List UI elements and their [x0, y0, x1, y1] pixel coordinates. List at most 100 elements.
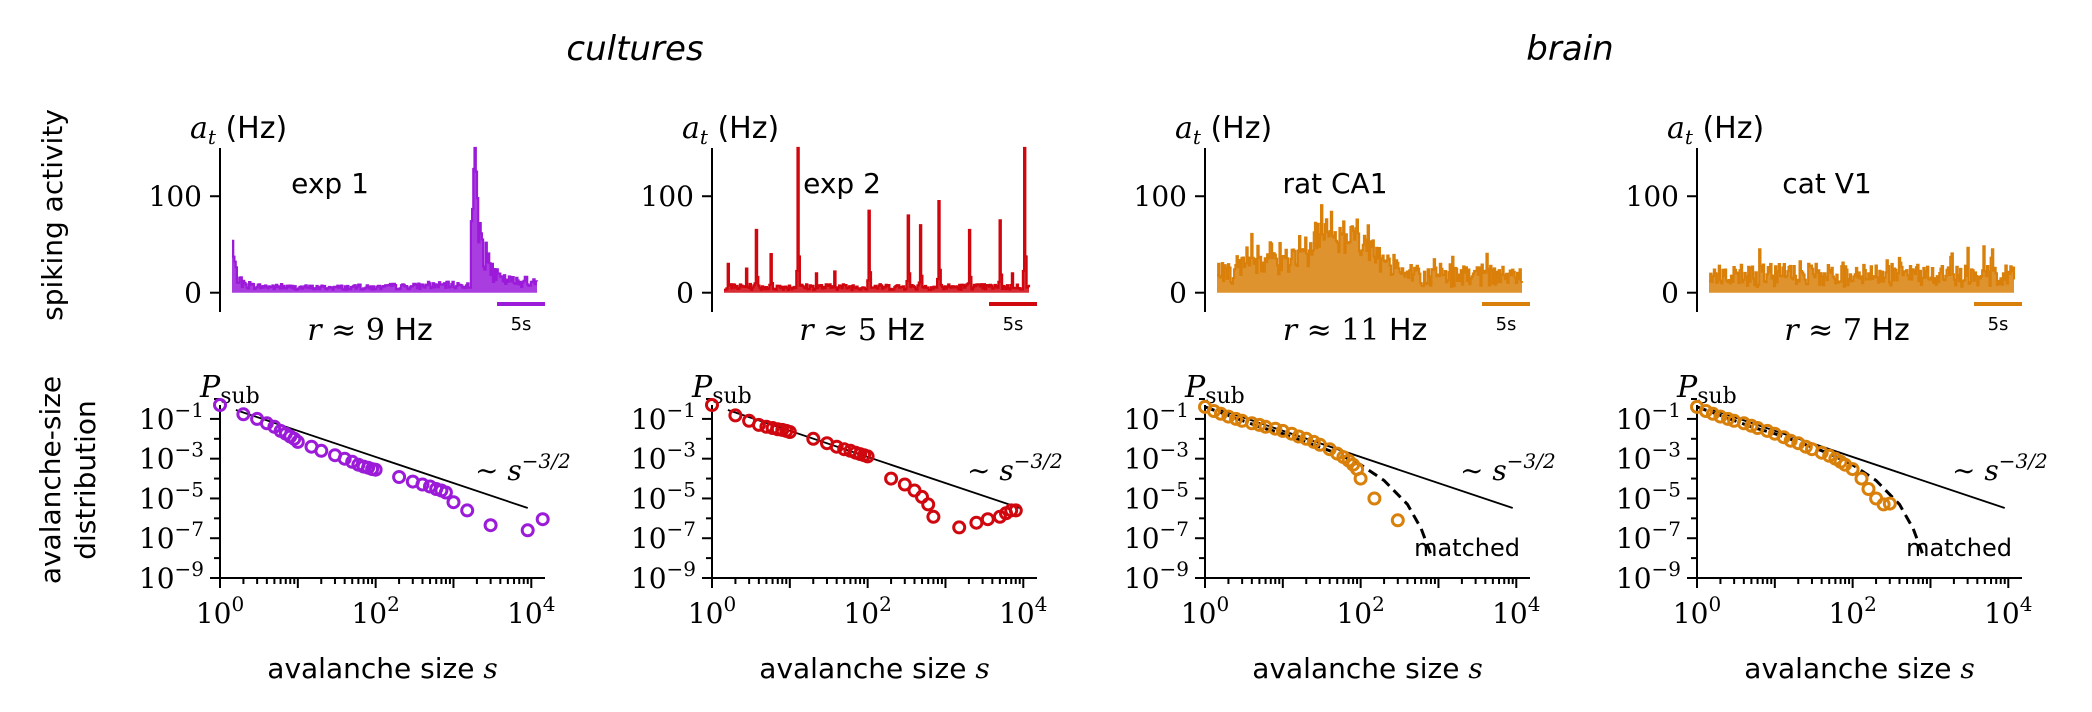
y-tick-label: 100	[149, 180, 202, 213]
label-unit: (Hz)	[216, 111, 287, 146]
label-unit: (Hz)	[708, 111, 779, 146]
scale-bar-label: 5s	[1003, 314, 1024, 335]
data-point	[483, 518, 498, 533]
data-point	[952, 520, 967, 535]
data-point	[1004, 503, 1019, 518]
tick-exp: 4	[543, 592, 556, 616]
matched-curve	[1696, 405, 1925, 556]
x-tick-label: 100	[1181, 592, 1229, 630]
tick-exp: −7	[175, 517, 204, 541]
data-point	[1760, 423, 1775, 438]
x-tick-label: 104	[507, 592, 555, 630]
data-point	[213, 398, 227, 412]
y-axis-label: at (Hz)	[1667, 111, 1764, 149]
tick-exp: −9	[175, 557, 204, 581]
data-point	[829, 439, 844, 454]
tick-exp: −9	[1652, 557, 1681, 581]
y-axis-label: Psub	[1184, 370, 1245, 409]
activity-trace	[232, 146, 539, 291]
label-text: avalanche size	[267, 652, 483, 685]
panel-title: exp 2	[803, 167, 881, 200]
matched-curve	[1204, 405, 1433, 556]
label-symbol: P	[1676, 370, 1698, 405]
x-tick-label: 102	[1828, 592, 1876, 630]
y-tick-label: 10−3	[1124, 438, 1189, 476]
y-tick-label: 0	[184, 277, 202, 310]
data-point	[921, 497, 936, 512]
y-tick-label: 10−5	[1124, 477, 1189, 515]
tick-base: 10	[351, 597, 387, 630]
label-symbol: P	[199, 370, 221, 405]
tick-exp: −3	[667, 438, 696, 462]
y-axis-label: Psub	[199, 370, 260, 409]
label-symbol: s	[1960, 652, 1974, 685]
rate-symbol: r	[1283, 313, 1299, 348]
y-tick-label: 10−9	[631, 557, 696, 595]
y-tick-label: 0	[1169, 277, 1187, 310]
data-point	[1221, 409, 1236, 424]
tick-exp: 2	[879, 592, 892, 616]
data-point	[368, 462, 383, 477]
tick-exp: −9	[667, 557, 696, 581]
y-tick-label: 10−9	[1616, 557, 1681, 595]
data-point	[926, 509, 941, 524]
data-point	[1229, 411, 1243, 426]
tick-base: 10	[1336, 597, 1372, 630]
tick-base: 10	[631, 482, 667, 515]
label-text: avalanche size	[1744, 652, 1960, 685]
rate-symbol: r	[1784, 313, 1800, 348]
x-axis-label: avalanche size s	[267, 652, 497, 685]
panel-title: cat V1	[1782, 167, 1871, 200]
x-tick-label: 102	[1336, 592, 1384, 630]
data-point	[1814, 445, 1829, 460]
rate-value: 7	[1843, 313, 1862, 348]
data-point	[520, 523, 535, 538]
tick-base: 10	[1124, 562, 1160, 595]
group-label-brain: brain	[1526, 29, 1613, 69]
tick-base: 10	[139, 482, 175, 515]
panel-title: rat CA1	[1282, 167, 1387, 200]
row-label-distribution-1: avalanche-size	[34, 376, 67, 584]
y-tick-label: 10−7	[1124, 517, 1189, 555]
tick-base: 10	[688, 597, 724, 630]
tick-base: 10	[1616, 522, 1652, 555]
data-point	[1213, 406, 1228, 421]
data-point	[1291, 429, 1306, 444]
tick-base: 10	[1984, 597, 2020, 630]
activity-panel-3: 100 0 at (Hz) rat CA1 5s r ≈ 11 Hz	[1134, 111, 1530, 348]
tick-base: 10	[843, 597, 879, 630]
y-tick-label: 10−5	[1616, 477, 1681, 515]
label-symbol: s	[975, 652, 989, 685]
label-sub: t	[1193, 125, 1202, 149]
tick-exp: 0	[231, 592, 244, 616]
label-sub: t	[700, 125, 709, 149]
label-symbol: a	[682, 111, 700, 146]
tick-exp: 2	[387, 592, 400, 616]
data-point	[1299, 431, 1314, 446]
y-tick-label: 10−1	[1616, 398, 1681, 436]
data-point	[438, 485, 453, 500]
tick-base: 10	[1616, 443, 1652, 476]
data-point	[535, 512, 550, 527]
y-tick-label: 10−3	[1616, 438, 1681, 476]
rate-value: 11	[1341, 313, 1379, 348]
rate-label: r ≈ 7 Hz	[1784, 313, 1910, 348]
rate-value: 5	[858, 313, 877, 348]
data-point	[705, 398, 719, 412]
tick-exp: −1	[667, 398, 696, 422]
data-point	[236, 407, 251, 422]
y-tick-label: 10−1	[139, 398, 204, 436]
data-point	[1206, 404, 1221, 418]
tick-exp: 2	[1864, 592, 1877, 616]
data-point	[1744, 418, 1759, 433]
tick-exp: −5	[1652, 477, 1681, 501]
power-law-label: ∼ s−3/2	[967, 449, 1063, 487]
data-point	[446, 495, 461, 510]
activity-trace-fill	[1709, 246, 2014, 293]
data-point	[460, 503, 475, 518]
data-point	[980, 512, 995, 527]
